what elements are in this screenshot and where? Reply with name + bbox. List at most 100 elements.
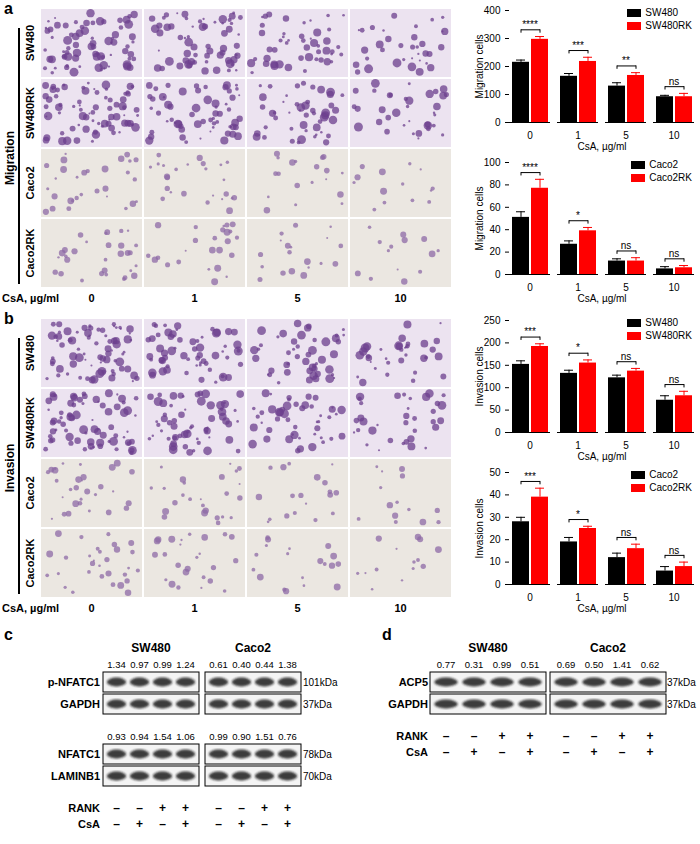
svg-text:CsA, µg/ml: CsA, µg/ml — [2, 292, 59, 304]
svg-text:***: *** — [572, 40, 584, 51]
svg-text:***: *** — [524, 471, 536, 482]
svg-text:5: 5 — [623, 592, 629, 603]
svg-text:10: 10 — [394, 602, 406, 614]
svg-text:Caco2: Caco2 — [24, 166, 36, 199]
svg-text:70kDa: 70kDa — [303, 771, 332, 782]
svg-text:+: + — [136, 817, 143, 831]
svg-text:0.44: 0.44 — [255, 659, 274, 670]
svg-text:37kDa: 37kDa — [667, 677, 696, 688]
svg-text:10: 10 — [668, 440, 680, 451]
svg-text:5: 5 — [623, 282, 629, 293]
svg-text:37kDa: 37kDa — [667, 699, 696, 710]
svg-text:40: 40 — [489, 489, 501, 500]
svg-text:–: – — [563, 745, 570, 759]
svg-text:0.97: 0.97 — [130, 659, 149, 670]
svg-text:ns: ns — [621, 240, 632, 251]
svg-text:–: – — [215, 817, 222, 831]
svg-text:Migration: Migration — [3, 131, 17, 185]
svg-text:30: 30 — [489, 512, 501, 523]
svg-text:Invasion: Invasion — [3, 444, 17, 493]
svg-text:+: + — [238, 817, 245, 831]
svg-text:–: – — [113, 801, 120, 815]
svg-text:0.76: 0.76 — [278, 731, 297, 742]
svg-text:d: d — [382, 626, 392, 643]
svg-text:1.34: 1.34 — [107, 659, 126, 670]
svg-text:SW480RK: SW480RK — [24, 397, 36, 449]
svg-text:c: c — [4, 626, 13, 643]
svg-text:0.51: 0.51 — [521, 659, 540, 670]
svg-text:0.99: 0.99 — [493, 659, 512, 670]
svg-text:0: 0 — [527, 130, 533, 141]
svg-text:***: *** — [524, 326, 536, 337]
svg-text:CsA, µg/ml: CsA, µg/ml — [577, 603, 626, 614]
svg-text:+: + — [498, 729, 505, 743]
svg-text:Invasion cells: Invasion cells — [474, 498, 485, 558]
svg-text:1: 1 — [575, 130, 581, 141]
svg-text:5: 5 — [623, 130, 629, 141]
svg-text:Caco2RK: Caco2RK — [24, 538, 36, 587]
svg-text:–: – — [215, 801, 222, 815]
svg-text:200: 200 — [484, 337, 501, 348]
svg-text:CsA, µg/ml: CsA, µg/ml — [577, 293, 626, 304]
svg-text:–: – — [619, 745, 626, 759]
svg-text:Caco2: Caco2 — [24, 476, 36, 509]
svg-text:****: **** — [522, 162, 538, 173]
svg-text:a: a — [4, 0, 13, 17]
svg-text:0: 0 — [527, 440, 533, 451]
svg-text:+: + — [182, 817, 189, 831]
svg-text:80: 80 — [489, 179, 501, 190]
svg-text:0.31: 0.31 — [465, 659, 484, 670]
svg-text:0: 0 — [495, 579, 501, 590]
svg-text:–: – — [238, 801, 245, 815]
svg-text:ACP5: ACP5 — [399, 676, 428, 688]
svg-text:+: + — [646, 729, 653, 743]
svg-text:SW480: SW480 — [468, 641, 508, 655]
svg-text:1.41: 1.41 — [613, 659, 632, 670]
svg-text:+: + — [284, 801, 291, 815]
svg-text:300: 300 — [484, 33, 501, 44]
svg-text:1.54: 1.54 — [153, 731, 172, 742]
svg-text:CsA, µg/ml: CsA, µg/ml — [2, 602, 59, 614]
svg-text:CsA, µg/ml: CsA, µg/ml — [577, 451, 626, 462]
svg-text:10: 10 — [394, 292, 406, 304]
svg-text:Invasion cells: Invasion cells — [474, 346, 485, 406]
svg-text:p-NFATC1: p-NFATC1 — [48, 676, 100, 688]
svg-text:0: 0 — [495, 117, 501, 128]
svg-text:0.94: 0.94 — [130, 731, 149, 742]
svg-text:50: 50 — [489, 467, 501, 478]
svg-text:0.50: 0.50 — [585, 659, 604, 670]
svg-text:SW480: SW480 — [131, 641, 171, 655]
svg-text:Migration cells: Migration cells — [474, 35, 485, 99]
svg-text:0.99: 0.99 — [153, 659, 172, 670]
svg-text:+: + — [261, 801, 268, 815]
svg-text:ns: ns — [621, 527, 632, 538]
svg-text:10: 10 — [489, 556, 501, 567]
svg-text:Caco2: Caco2 — [235, 641, 271, 655]
svg-text:1.38: 1.38 — [278, 659, 297, 670]
svg-text:–: – — [563, 729, 570, 743]
svg-text:ns: ns — [669, 545, 680, 556]
svg-text:0.77: 0.77 — [437, 659, 456, 670]
svg-text:Caco2: Caco2 — [590, 641, 626, 655]
svg-text:Caco2RK: Caco2RK — [24, 228, 36, 277]
svg-text:20: 20 — [489, 246, 501, 257]
svg-text:100: 100 — [484, 89, 501, 100]
svg-text:100: 100 — [484, 382, 501, 393]
svg-text:ns: ns — [621, 351, 632, 362]
svg-text:40: 40 — [489, 224, 501, 235]
svg-text:RANK: RANK — [396, 730, 428, 742]
svg-text:60: 60 — [489, 202, 501, 213]
svg-text:0: 0 — [495, 269, 501, 280]
svg-text:**: ** — [622, 55, 630, 66]
svg-text:NFATC1: NFATC1 — [58, 748, 100, 760]
svg-text:0.69: 0.69 — [557, 659, 576, 670]
svg-text:GAPDH: GAPDH — [60, 698, 100, 710]
svg-text:20: 20 — [489, 534, 501, 545]
svg-text:78kDa: 78kDa — [303, 749, 332, 760]
svg-text:–: – — [136, 801, 143, 815]
svg-text:1.51: 1.51 — [255, 731, 274, 742]
svg-text:ns: ns — [669, 76, 680, 87]
svg-text:100: 100 — [484, 157, 501, 168]
svg-text:5: 5 — [294, 602, 300, 614]
svg-text:****: **** — [522, 19, 538, 30]
